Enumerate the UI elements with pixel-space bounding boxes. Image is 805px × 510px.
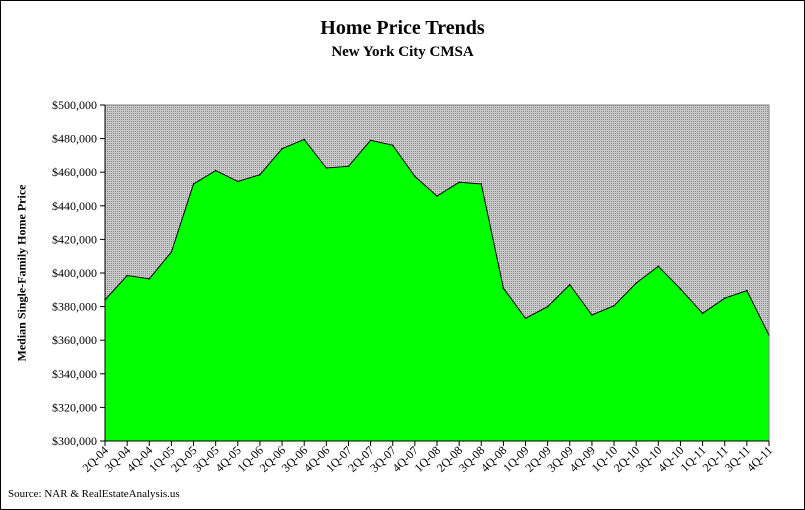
data-point xyxy=(414,175,416,178)
data-point xyxy=(192,183,195,185)
chart-subtitle: New York City CMSA xyxy=(331,44,474,60)
data-point xyxy=(214,169,217,172)
data-point xyxy=(657,265,660,268)
y-tick-label: $420,000 xyxy=(52,232,97,246)
data-point xyxy=(259,173,261,176)
data-point xyxy=(480,183,483,185)
data-point xyxy=(369,139,372,142)
data-point xyxy=(237,180,239,183)
y-tick-label: $360,000 xyxy=(52,333,97,347)
data-point xyxy=(569,283,571,286)
y-tick-label: $320,000 xyxy=(52,400,97,414)
data-point xyxy=(746,289,748,292)
y-tick-label: $440,000 xyxy=(52,199,97,213)
data-point xyxy=(613,304,615,307)
chart-title: Home Price Trends xyxy=(320,17,485,39)
data-point xyxy=(436,195,438,197)
data-point xyxy=(502,287,505,289)
data-point xyxy=(723,297,726,300)
y-tick-label: $500,000 xyxy=(52,98,97,112)
data-point xyxy=(635,282,637,284)
source-note: Source: NAR & RealEstateAnalysis.us xyxy=(8,488,180,500)
y-tick-label: $380,000 xyxy=(52,300,97,314)
y-tick-label: $340,000 xyxy=(52,367,97,381)
data-point xyxy=(546,305,549,308)
y-tick-label: $300,000 xyxy=(52,434,97,448)
data-point xyxy=(347,165,350,168)
data-point xyxy=(391,144,394,147)
area-series xyxy=(105,139,769,441)
data-point xyxy=(458,181,460,184)
data-point xyxy=(325,167,328,169)
data-point xyxy=(701,312,704,315)
data-point xyxy=(148,278,151,280)
data-point xyxy=(591,314,593,316)
y-tick-label: $480,000 xyxy=(52,132,97,146)
data-point xyxy=(679,288,682,290)
data-point xyxy=(281,147,283,150)
data-point xyxy=(170,251,173,253)
x-tick-label: 4Q-11 xyxy=(744,443,775,474)
data-point xyxy=(303,138,306,141)
data-point xyxy=(524,317,527,320)
y-tick-label: $400,000 xyxy=(52,266,97,280)
data-point xyxy=(126,274,128,277)
y-tick-label: $460,000 xyxy=(52,165,97,179)
